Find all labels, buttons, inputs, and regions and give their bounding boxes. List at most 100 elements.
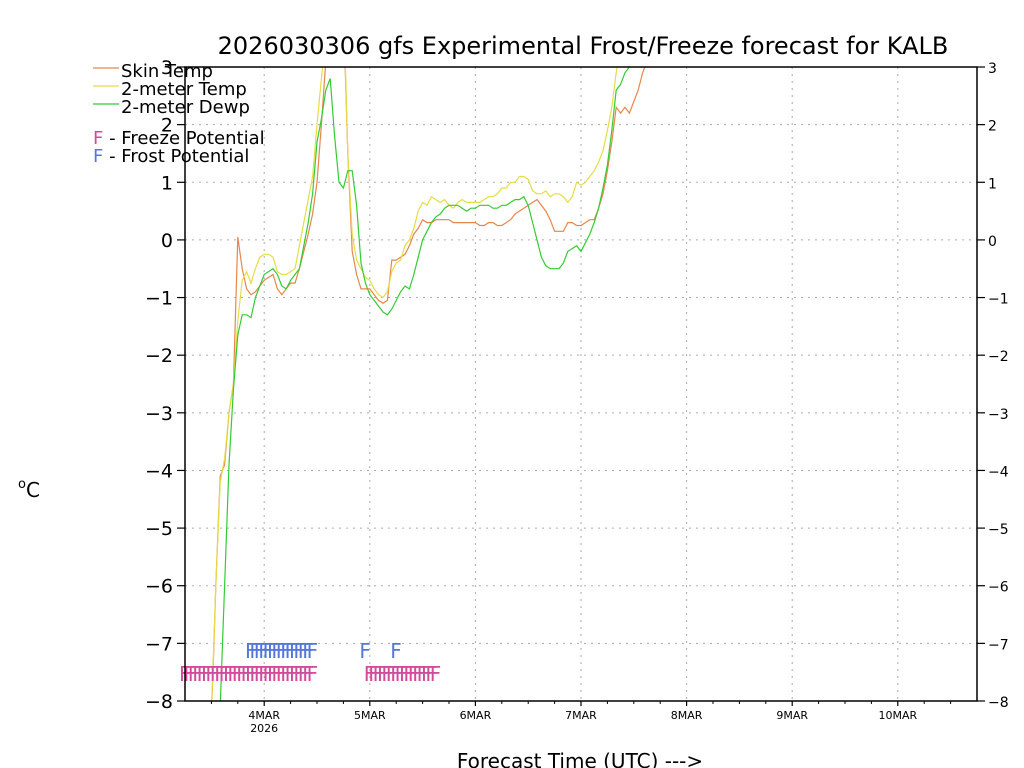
freeze-potential-marker: F [183,662,195,686]
freeze-potential-marker: F [197,662,209,686]
freeze-potential-marker: F [223,662,235,686]
series-line-2-meter-temp [211,67,618,701]
freeze-potential-marker: F [302,662,314,686]
plot-frame [184,66,978,702]
freeze-potential-marker: F [425,662,437,686]
freeze-potential-marker: F [430,662,442,686]
frost-potential-marker: F [245,639,257,663]
chart-title: 2026030306 gfs Experimental Frost/Freeze… [218,32,949,60]
y-tick-label-left: −1 [145,288,173,310]
freeze-potential-marker: F [219,662,231,686]
y-tick-label-right: 0 [988,234,997,250]
freeze-potential-marker: F [368,662,380,686]
freeze-potential-marker: F [285,662,297,686]
freeze-potential-marker: F [258,662,270,686]
freeze-potential-marker: F [293,662,305,686]
y-tick-label-left: −2 [145,345,173,367]
freeze-potential-marker: F [298,662,310,686]
x-tick-label: 7MAR [565,709,597,722]
frost-legend-letter: F [93,146,103,167]
freeze-potential-marker: F [377,662,389,686]
y-axis-label-degree: o [18,477,26,492]
y-axis-right: −8 −7 −6 −5 −4 −3 −2 −1 0 1 2 3 [977,61,1009,711]
frost-potential-marker: F [285,639,297,663]
x-tick-label: 6MAR [460,709,492,722]
y-tick-label-right: −4 [988,464,1009,480]
freeze-potential-marker: F [408,662,420,686]
y-tick-label-left: −6 [145,576,173,598]
frost-potential-marker: F [293,639,305,663]
freeze-legend-text: - Freeze Potential [103,128,264,149]
freeze-potential-legend: F - Freeze Potential [93,128,265,149]
y-tick-label-right: −8 [988,695,1009,711]
freeze-potential-marker: F [214,662,226,686]
y-axis-left: −8 −7 −6 −5 −4 −3 −2 −1 0 1 2 3 [145,57,185,713]
y-tick-label-left: 1 [161,172,173,194]
frost-potential-marker: F [302,639,314,663]
frost-legend-text: - Frost Potential [103,146,249,167]
y-tick-label-right: −7 [988,637,1009,653]
freeze-potential-marker: F [390,662,402,686]
y-tick-label-left: 3 [161,57,173,79]
y-tick-label-right: 3 [988,61,997,77]
frost-potential-marker: F [258,639,270,663]
y-tick-label-left: −5 [145,518,173,540]
freeze-potential-marker: F [364,662,376,686]
freeze-potential-marker: F [421,662,433,686]
freeze-potential-marker: F [236,662,248,686]
x-tick-label: 5MAR [354,709,386,722]
freeze-potential-marker: F [263,662,275,686]
y-tick-label-right: −1 [988,292,1009,308]
series-line-skin-temp [211,67,646,701]
y-tick-label-left: −4 [145,460,173,482]
y-tick-label-right: 2 [988,119,997,135]
y-tick-label-right: −5 [988,522,1009,538]
frost-potential-marker: F [307,639,319,663]
y-tick-label-right: −2 [988,349,1009,365]
freeze-potential-marker: F [417,662,429,686]
series-lines [211,67,646,701]
freeze-potential-marker: F [201,662,213,686]
frost-potential-marker: F [359,639,371,663]
freeze-potential-marker: F [289,662,301,686]
y-tick-label-left: −3 [145,403,173,425]
freeze-potential-marker: F [276,662,288,686]
series-line-2-meter-dewp [219,67,631,701]
freeze-potential-marker: F [280,662,292,686]
freeze-potential-marker: F [271,662,283,686]
y-axis-label: oC [18,477,40,502]
frost-potential-marker: F [271,639,283,663]
frost-potential-legend: F - Frost Potential [93,146,249,167]
frost-potential-marker: F [249,639,261,663]
y-tick-label-left: −7 [145,633,173,655]
legend-label-2m-dewp: 2-meter Dewp [121,97,250,118]
y-tick-label-right: 1 [988,176,997,192]
freeze-potential-marker: F [412,662,424,686]
y-tick-label-right: −3 [988,407,1009,423]
grid-lines [185,67,977,701]
freeze-potential-marker: F [381,662,393,686]
freeze-potential-marker: F [307,662,319,686]
freeze-potential-marker: F [267,662,279,686]
freeze-potential-marker: F [403,662,415,686]
legend: Skin Temp 2-meter Temp 2-meter Dewp F - … [93,61,265,167]
freeze-potential-marker: F [227,662,239,686]
y-axis-label-unit: C [26,478,40,502]
frost-potential-marker: F [390,639,402,663]
freeze-potential-marker: F [232,662,244,686]
frost-potential-marker: F [298,639,310,663]
x-tick-label: 9MAR [776,709,808,722]
frost-potential-marker: F [276,639,288,663]
x-tick-sublabel: 2026 [250,722,278,735]
legend-label-2m-temp: 2-meter Temp [121,79,247,100]
freeze-potential-marker: F [205,662,217,686]
freeze-potential-marker: F [386,662,398,686]
freeze-potential-marker: F [210,662,222,686]
frost-potential-marker: F [280,639,292,663]
freeze-potential-marker: F [192,662,204,686]
freeze-potential-marker: F [395,662,407,686]
y-tick-label-left: 0 [161,230,173,252]
